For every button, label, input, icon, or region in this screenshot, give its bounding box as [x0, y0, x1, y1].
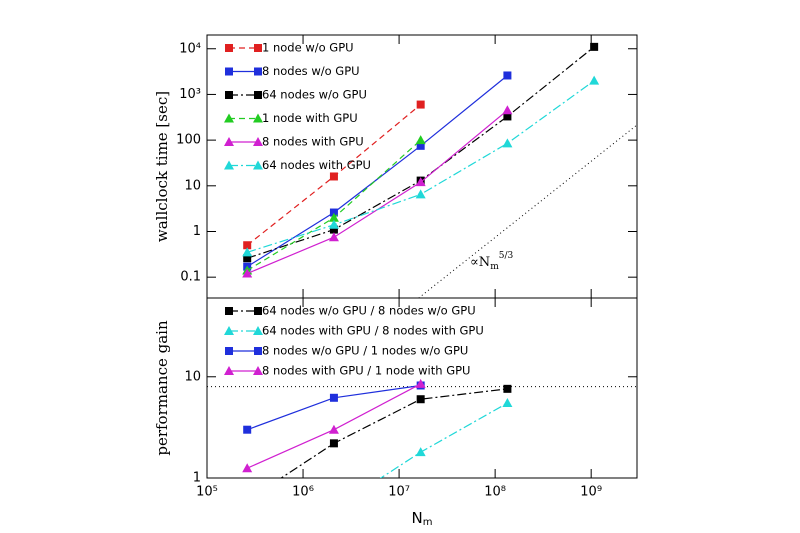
marker: [225, 91, 233, 99]
series: [242, 75, 600, 257]
marker: [415, 135, 426, 145]
series-line: [247, 46, 595, 259]
y-tick-label: 1: [193, 471, 201, 486]
marker: [415, 447, 426, 457]
marker: [224, 137, 234, 146]
marker: [254, 307, 262, 315]
series: [243, 384, 512, 504]
x-label-main: N: [412, 509, 423, 527]
marker: [253, 366, 263, 375]
x-tick-label: 10⁵: [196, 485, 218, 500]
x-tick-label: 10⁹: [580, 485, 602, 500]
annotation: ∝Nm5/3: [470, 251, 513, 272]
marker: [503, 384, 512, 393]
marker: [225, 307, 233, 315]
marker: [242, 268, 253, 278]
marker: [243, 241, 252, 250]
marker: [224, 326, 234, 335]
marker: [329, 393, 338, 402]
marker: [243, 254, 252, 263]
marker: [329, 439, 338, 448]
marker: [328, 212, 339, 222]
legend-label: 8 nodes w/o GPU / 1 nodes w/o GPU: [262, 344, 468, 358]
marker: [253, 113, 263, 123]
x-tick-label: 10⁸: [484, 485, 506, 500]
frame: [206, 297, 638, 479]
annotation-main: ∝N: [470, 255, 490, 270]
y-tick-label: 10³: [179, 87, 201, 102]
y-tick-label: 1: [193, 224, 201, 239]
series: [242, 105, 513, 278]
marker: [224, 113, 234, 123]
marker: [503, 112, 512, 121]
legend-label: 8 nodes with GPU / 1 node with GPU: [262, 364, 470, 378]
y-axis-label: wallclock time [sec]: [153, 91, 171, 242]
x-tick-label: 10⁶: [292, 485, 314, 500]
legend-label: 1 node with GPU: [262, 111, 358, 125]
marker: [503, 71, 512, 80]
legend-label: 1 node w/o GPU: [262, 41, 354, 55]
marker: [225, 44, 233, 52]
y-tick-label: 100: [176, 133, 201, 148]
marker: [253, 160, 263, 170]
y-axis-label: performance gain: [153, 320, 171, 456]
marker: [416, 141, 425, 150]
y-tick-label: 10: [184, 178, 201, 193]
legend-label: 64 nodes w/o GPU: [262, 88, 367, 102]
y-tick-label: 10: [184, 369, 201, 384]
marker: [254, 67, 262, 76]
marker: [416, 100, 425, 109]
marker: [502, 138, 513, 148]
marker: [415, 378, 426, 388]
marker: [329, 225, 338, 234]
legend-label: 64 nodes with GPU / 8 nodes with GPU: [262, 324, 484, 338]
marker: [224, 160, 234, 170]
x-tick-label: 10⁷: [388, 485, 410, 500]
y-tick-label: 0.1: [180, 270, 201, 285]
marker: [415, 189, 426, 199]
marker: [328, 219, 339, 229]
marker: [329, 172, 338, 181]
annotation-sub: m: [490, 262, 499, 272]
marker: [502, 105, 513, 115]
marker: [253, 137, 263, 146]
marker: [254, 91, 262, 99]
legend-label: 64 nodes with GPU: [262, 158, 371, 172]
marker: [224, 366, 234, 375]
reference-line: [418, 124, 637, 298]
series: [329, 398, 513, 512]
marker: [243, 425, 252, 434]
series: [243, 100, 425, 250]
marker: [225, 347, 233, 355]
marker: [242, 247, 253, 257]
marker: [329, 208, 338, 217]
series-line: [246, 75, 508, 268]
marker: [328, 232, 339, 242]
x-label-sub: m: [423, 517, 433, 528]
series: [242, 135, 426, 275]
marker: [225, 67, 233, 76]
marker: [328, 424, 339, 434]
marker: [242, 463, 253, 473]
legend-label: 8 nodes with GPU: [262, 135, 364, 149]
series-line: [280, 388, 508, 478]
x-axis-label: Nm: [412, 509, 433, 529]
marker: [415, 177, 426, 187]
series: [242, 378, 426, 473]
marker: [254, 347, 262, 355]
legend-label: 8 nodes w/o GPU: [262, 64, 360, 78]
marker: [329, 503, 339, 512]
marker: [253, 326, 263, 335]
marker: [590, 42, 599, 51]
marker: [502, 398, 513, 408]
series-line: [246, 384, 421, 431]
marker: [589, 75, 600, 85]
marker: [254, 44, 262, 52]
marker: [243, 496, 251, 504]
legend-label: 64 nodes w/o GPU / 8 nodes w/o GPU: [262, 304, 476, 318]
marker: [416, 395, 425, 404]
annotation-sup: 5/3: [499, 251, 514, 261]
y-tick-label: 10⁴: [179, 41, 201, 56]
